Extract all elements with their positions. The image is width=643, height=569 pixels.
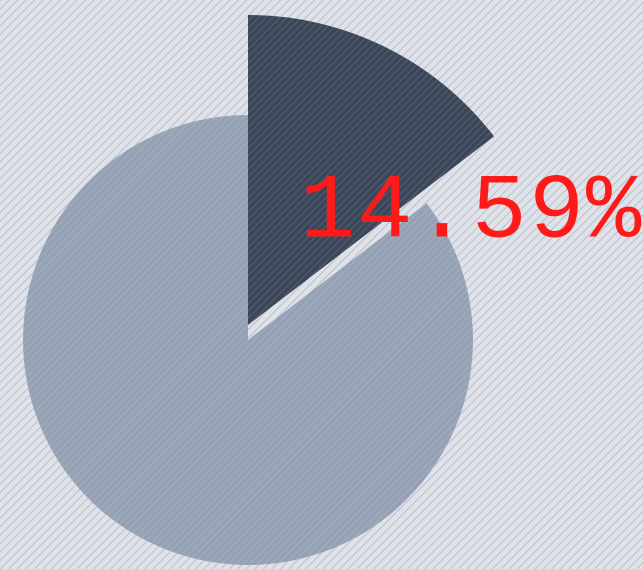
slice-texture bbox=[22, 115, 474, 566]
pie bbox=[22, 15, 495, 566]
slice-texture bbox=[248, 15, 495, 325]
data-label: 14.59% bbox=[300, 159, 643, 264]
